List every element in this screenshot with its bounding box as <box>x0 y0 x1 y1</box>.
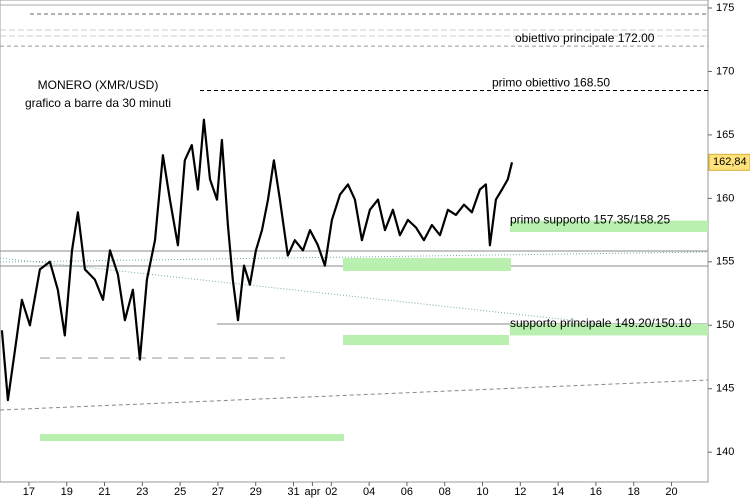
last-price-label: 162,84 <box>713 156 747 168</box>
support-label: supporto principale 149.20/150.10 <box>510 316 692 330</box>
target-label: primo obiettivo 168.50 <box>492 76 610 90</box>
x-tick-label: 08 <box>439 486 451 498</box>
price-line <box>0 118 514 402</box>
x-tick-label: 17 <box>23 486 35 498</box>
support-label: primo supporto 157.35/158.25 <box>510 212 670 226</box>
x-tick-label: 23 <box>136 486 148 498</box>
x-tick-label: 12 <box>514 486 526 498</box>
chart-title: MONERO (XMR/USD) <box>38 78 159 92</box>
y-tick-label: 155 <box>716 256 734 268</box>
target-label: obiettivo principale 172.00 <box>515 31 655 45</box>
trend-line <box>0 379 709 411</box>
trend-line <box>0 251 709 263</box>
y-tick-label: 150 <box>716 319 734 331</box>
x-tick-label: 31 <box>287 486 299 498</box>
zone <box>343 258 511 271</box>
y-tick-label: 145 <box>716 383 734 395</box>
x-tick-label: 25 <box>174 486 186 498</box>
y-tick-label: 170 <box>716 65 734 77</box>
x-tick-label: 20 <box>665 486 677 498</box>
zone <box>343 335 509 345</box>
y-tick-label: 175 <box>716 2 734 14</box>
x-tick-label: 16 <box>590 486 602 498</box>
plot-area <box>0 0 709 483</box>
x-tick-label: 02 <box>325 486 337 498</box>
chart-subtitle: grafico a barre da 30 minuti <box>25 96 171 110</box>
support-zone <box>510 323 708 336</box>
y-tick-label: 165 <box>716 129 734 141</box>
decorations <box>0 4 709 441</box>
zone <box>40 434 344 441</box>
last-price-box <box>708 153 750 171</box>
x-tick-label: 21 <box>98 486 110 498</box>
y-tick-label: 140 <box>716 446 734 458</box>
x-tick-label: 10 <box>476 486 488 498</box>
x-tick-label: 06 <box>401 486 413 498</box>
x-tick-label: 27 <box>212 486 224 498</box>
x-tick-label: 14 <box>552 486 564 498</box>
support-zone <box>510 220 708 232</box>
x-tick-label: 18 <box>628 486 640 498</box>
x-tick-label: 04 <box>363 486 375 498</box>
x-tick-label: 19 <box>61 486 73 498</box>
x-tick-label: apr <box>304 486 320 498</box>
y-tick-label: 160 <box>716 192 734 204</box>
x-tick-label: 29 <box>250 486 262 498</box>
